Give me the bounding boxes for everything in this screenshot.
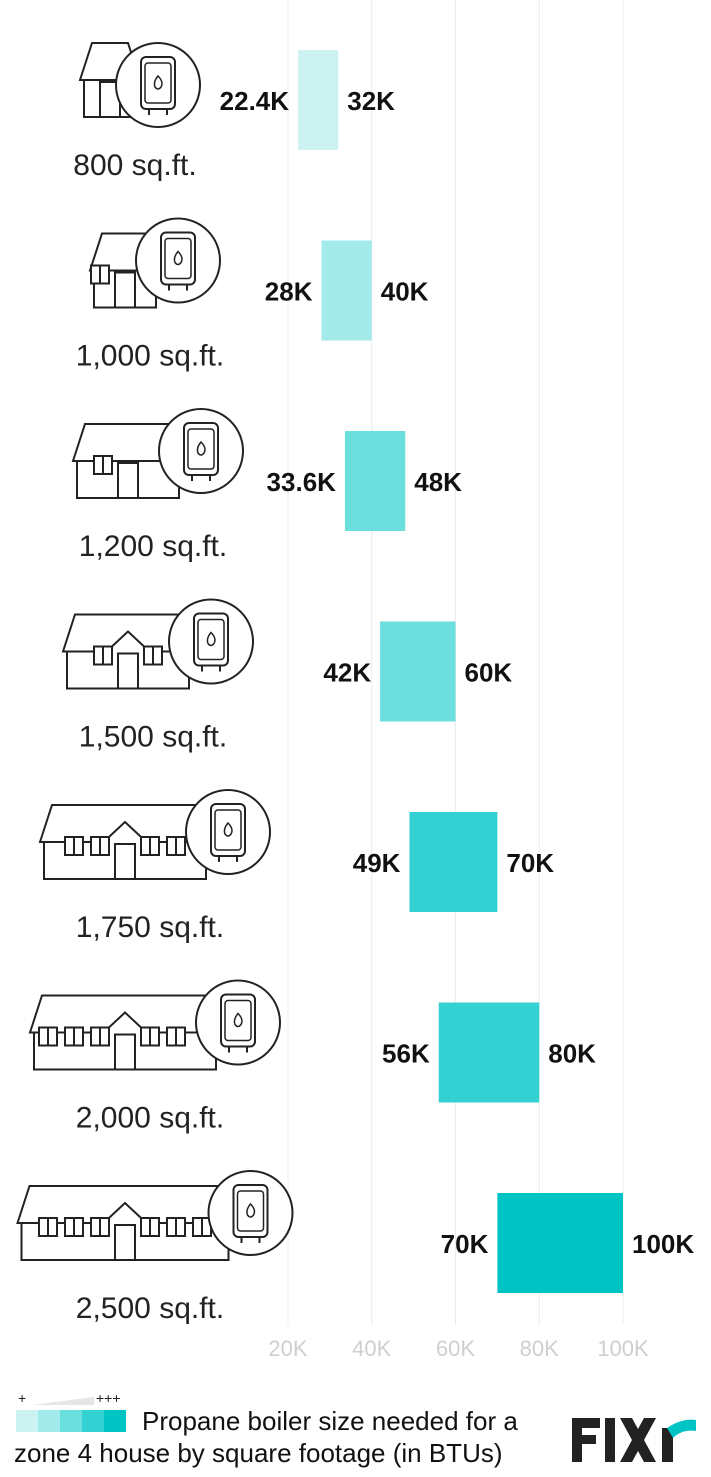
low-value-label: 28K xyxy=(265,277,313,307)
high-value-label: 80K xyxy=(548,1039,596,1069)
range-bar xyxy=(344,431,406,531)
legend-plus-high: +++ xyxy=(96,1390,121,1406)
range-bar xyxy=(298,50,339,150)
x-tick-label: 40K xyxy=(352,1336,391,1361)
range-bar-chart: 800 sq.ft. 1,000 sq.ft. 1,200 sq.ft. 1,500 … xyxy=(16,0,694,1361)
house-icon xyxy=(61,613,195,690)
legend-swatch xyxy=(82,1410,104,1432)
chart-caption: Propane boiler size needed for a zone 4 … xyxy=(14,1405,554,1469)
low-value-label: 42K xyxy=(323,658,371,688)
high-value-label: 40K xyxy=(381,277,429,307)
bars: 22.4K 32K 28K 40K 33.6K 48K 42K 60K 49K 70K 56K 80K… xyxy=(220,50,694,1293)
propane-boiler-icon xyxy=(168,598,254,685)
legend-swatch xyxy=(60,1410,82,1432)
x-tick-label: 60K xyxy=(436,1336,475,1361)
category-label: 2,500 sq.ft. xyxy=(76,1292,224,1325)
legend-swatch xyxy=(16,1410,38,1432)
legend-swatch xyxy=(38,1410,60,1432)
x-axis: 20K 40K 60K 80K 100K xyxy=(268,1336,649,1361)
range-bar xyxy=(380,621,456,722)
propane-boiler-icon xyxy=(207,1170,294,1256)
high-value-label: 60K xyxy=(465,658,513,688)
house-illustrations: 800 sq.ft. 1,000 sq.ft. 1,200 sq.ft. 1,500 … xyxy=(16,42,294,1325)
x-tick-label: 20K xyxy=(268,1336,307,1361)
x-tick-label: 100K xyxy=(597,1336,649,1361)
legend-swatch xyxy=(104,1410,126,1432)
category-label: 1,200 sq.ft. xyxy=(79,530,227,563)
propane-boiler-icon xyxy=(115,42,201,128)
low-value-label: 56K xyxy=(382,1039,430,1069)
caption-line-1: Propane boiler size needed for a xyxy=(142,1406,518,1436)
category-label: 1,750 sq.ft. xyxy=(76,911,224,944)
propane-boiler-icon xyxy=(135,217,221,304)
house-icon xyxy=(16,1185,234,1261)
high-value-label: 100K xyxy=(632,1229,694,1259)
house-icon xyxy=(28,994,222,1071)
propane-boiler-icon xyxy=(158,408,244,494)
category-label: 2,000 sq.ft. xyxy=(76,1102,224,1135)
high-value-label: 48K xyxy=(414,467,462,497)
category-label: 800 sq.ft. xyxy=(73,149,196,182)
low-value-label: 22.4K xyxy=(220,86,290,116)
low-value-label: 70K xyxy=(441,1229,489,1259)
high-value-label: 32K xyxy=(347,86,395,116)
legend-plus-low: + xyxy=(18,1390,27,1406)
x-tick-label: 80K xyxy=(520,1336,559,1361)
range-bar xyxy=(409,812,498,912)
caption-line-2: zone 4 house by square footage (in BTUs) xyxy=(14,1438,503,1468)
propane-boiler-icon xyxy=(195,979,281,1066)
range-bar xyxy=(497,1193,623,1293)
fixr-logo xyxy=(572,1418,696,1462)
propane-boiler-icon xyxy=(185,789,271,875)
legend-swatches xyxy=(16,1410,126,1432)
range-bar xyxy=(438,1002,540,1103)
high-value-label: 70K xyxy=(506,848,554,878)
category-label: 1,000 sq.ft. xyxy=(76,340,224,373)
legend-ramp-icon xyxy=(32,1397,94,1405)
house-icon xyxy=(38,804,212,880)
low-value-label: 33.6K xyxy=(267,467,337,497)
house-icon xyxy=(78,42,142,118)
range-bar xyxy=(321,240,372,341)
category-label: 1,500 sq.ft. xyxy=(79,721,227,754)
low-value-label: 49K xyxy=(353,848,401,878)
